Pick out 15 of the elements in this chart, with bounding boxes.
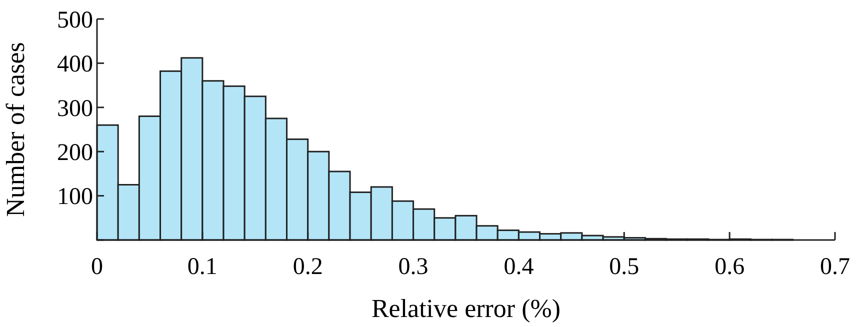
x-tick-label: 0.2 <box>292 254 323 280</box>
x-tick-label: 0.3 <box>398 254 428 280</box>
x-tick-label: 0.4 <box>504 254 534 280</box>
x-axis-title: Relative error (%) <box>371 294 561 323</box>
x-tick-label: 0.1 <box>187 254 218 280</box>
y-tick-label: 500 <box>57 7 93 34</box>
y-tick-label: 100 <box>57 184 93 210</box>
x-tick-label: 0.7 <box>820 254 850 280</box>
y-tick-label: 400 <box>57 52 93 78</box>
x-tick-label: 0 <box>91 254 103 280</box>
y-axis-title: Number of cases <box>1 42 30 217</box>
x-tick-label: 0.5 <box>609 254 640 280</box>
y-tick-label: 200 <box>57 140 93 166</box>
x-tick-label: 0.6 <box>714 254 745 280</box>
y-tick-label: 300 <box>57 96 93 122</box>
